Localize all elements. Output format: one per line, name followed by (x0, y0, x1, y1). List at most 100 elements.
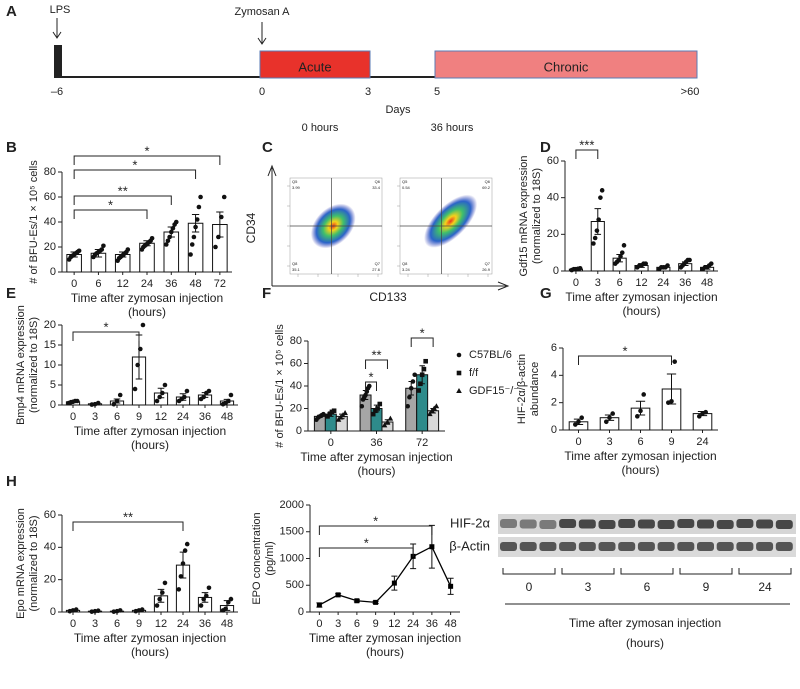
x-tick-label: 6 (617, 277, 623, 289)
lps-label: LPS (50, 4, 71, 16)
data-point (99, 247, 105, 252)
x-tick-label: 36 (679, 277, 691, 289)
x-tick-label: 24 (177, 411, 189, 423)
data-point (193, 224, 198, 230)
quadrant-name: Q7 (485, 261, 491, 266)
axis (61, 325, 238, 406)
significance-bracket (73, 195, 172, 205)
blot-band (559, 542, 577, 551)
data-point (213, 244, 218, 250)
data-point (223, 606, 228, 612)
x-tick-label: 0 (316, 618, 322, 630)
data-point (638, 408, 643, 414)
lps-arrow (52, 18, 62, 39)
data-point (594, 228, 600, 233)
significance-label: * (132, 157, 137, 172)
significance-label: * (108, 197, 113, 212)
data-point (178, 574, 184, 579)
lane-bracket (679, 568, 733, 575)
y-tick-label: 6 (551, 342, 557, 354)
blot-band (736, 519, 754, 528)
data-point (198, 603, 204, 608)
data-point (165, 238, 171, 244)
data-point (616, 257, 622, 263)
significance-label: * (144, 143, 149, 158)
data-point (687, 257, 692, 263)
x-tick-label: 0 (573, 277, 579, 289)
data-point (189, 242, 195, 247)
data-point (176, 587, 182, 592)
legend-marker (456, 370, 462, 376)
data-point (95, 608, 101, 614)
x-tick-label: 48 (221, 618, 233, 630)
data-point (163, 242, 169, 247)
data-point (335, 592, 341, 598)
x-tick-label: 12 (635, 277, 647, 289)
data-point (219, 214, 224, 220)
data-point (138, 346, 143, 352)
quadrant-value: 26.9 (482, 267, 491, 272)
blot-band (598, 542, 616, 551)
blot-band (618, 542, 636, 551)
x-tick-label: 12 (155, 411, 167, 423)
axis-label: Days (385, 104, 411, 116)
data-point (410, 379, 416, 384)
y-axis-label: HIF-2α/β-actin (516, 354, 528, 424)
data-point (366, 383, 372, 389)
blot-band (637, 542, 655, 551)
phase-label: Chronic (544, 59, 589, 74)
significance-bracket (73, 169, 197, 179)
panel-letter: C (262, 139, 273, 156)
data-point (703, 409, 708, 415)
legend-label: f/f (469, 367, 479, 379)
y-tick-label: 2 (551, 397, 557, 409)
y-axis-label: (pg/ml) (264, 541, 276, 575)
data-point (111, 401, 117, 407)
plot-title: 0 hours (302, 122, 339, 134)
y-axis-label: abundance (529, 362, 541, 416)
data-point (204, 593, 209, 599)
y-axis-label: EPO concentration (251, 512, 263, 604)
y-tick-label: 60 (44, 509, 56, 521)
significance-label: ** (371, 347, 381, 362)
x-tick-label: 6 (114, 411, 120, 423)
lane-label: 9 (703, 580, 710, 594)
y-tick-label: 10 (44, 359, 56, 371)
x-tick-label: 3 (92, 618, 98, 630)
y-tick-label: 4 (551, 369, 557, 381)
data-point (573, 422, 578, 427)
data-point (448, 583, 454, 589)
x-tick-label: 0 (575, 436, 581, 448)
day-label: 0 (259, 86, 265, 98)
data-point (419, 372, 425, 378)
axis-label: CD34 (244, 212, 258, 243)
y-tick-label: 0 (298, 606, 304, 618)
x-tick-label: 3 (606, 436, 612, 448)
x-axis-label: Time after zymosan injection (565, 290, 717, 304)
y-tick-label: 40 (44, 216, 56, 228)
data-point (160, 590, 165, 595)
x-tick-label: 48 (221, 411, 233, 423)
x-tick-label: 9 (668, 436, 674, 448)
lane-label: 0 (526, 580, 533, 594)
y-tick-label: 20 (547, 228, 559, 240)
y-axis-label: Epo mRNA expression (15, 508, 27, 619)
panel-letter: H (6, 473, 17, 490)
y-axis-label: Bmp4 mRNA expression (15, 305, 27, 425)
data-point (184, 541, 190, 547)
data-point (405, 403, 410, 409)
blot-band (677, 519, 695, 528)
lps-bar (54, 45, 62, 78)
data-point (73, 607, 79, 612)
panel-letter: E (6, 285, 16, 302)
data-point (216, 234, 221, 240)
x-axis-label: (hours) (131, 438, 169, 452)
data-point (598, 195, 603, 200)
quadrant-name: Q6 (375, 179, 381, 184)
data-point (162, 580, 168, 586)
chart: F 0 20 40 60 80 # of BFU-Es/1 × 10⁵ cells 0 36 72… (262, 285, 519, 478)
data-point (377, 401, 383, 407)
significance-label: * (622, 343, 627, 358)
x-tick-label: 0 (70, 618, 76, 630)
